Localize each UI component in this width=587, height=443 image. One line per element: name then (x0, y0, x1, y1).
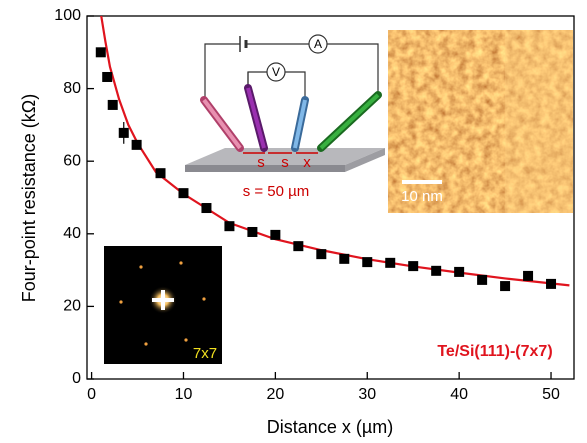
data-point (224, 221, 234, 231)
fft-label: 7x7 (193, 345, 217, 362)
spacing-label: s (257, 154, 265, 171)
data-point (119, 128, 129, 138)
x-tick-label: 10 (175, 386, 193, 403)
data-point (132, 140, 142, 150)
voltmeter-label: V (272, 65, 280, 79)
y-tick-label: 100 (54, 7, 81, 24)
schematic-caption: s = 50 µm (243, 183, 310, 200)
chart: Distance x (µm) Four-point resistance (k… (0, 0, 587, 443)
data-point (293, 241, 303, 251)
data-point (316, 249, 326, 259)
data-point (362, 257, 372, 267)
spacing-label: s (281, 154, 289, 171)
distance-label: x (303, 154, 311, 171)
data-point (408, 261, 418, 271)
data-point (546, 279, 556, 289)
x-tick-label: 40 (450, 386, 468, 403)
data-point (96, 47, 106, 57)
ammeter-label: A (314, 37, 322, 51)
data-point (477, 275, 487, 285)
y-tick-label: 20 (63, 298, 81, 315)
y-tick-label: 40 (63, 225, 81, 242)
stm-image (388, 30, 573, 213)
x-axis-label: Distance x (µm) (267, 417, 393, 437)
data-point (247, 227, 257, 237)
x-tick-label: 20 (266, 386, 284, 403)
data-point (454, 267, 464, 277)
y-tick-label: 0 (72, 370, 81, 387)
schematic-inset (185, 35, 385, 172)
data-point (339, 254, 349, 264)
y-tick-label: 60 (63, 152, 81, 169)
y-axis-label: Four-point resistance (kΩ) (19, 94, 39, 303)
data-point (156, 168, 166, 178)
data-point (270, 230, 280, 240)
sample-label: Te/Si(111)-(7x7) (437, 343, 552, 360)
data-point (201, 203, 211, 213)
data-point (431, 266, 441, 276)
data-point (178, 188, 188, 198)
y-tick-label: 80 (63, 80, 81, 97)
data-point (500, 281, 510, 291)
data-point (523, 271, 533, 281)
scale-bar-label: 10 nm (401, 188, 443, 205)
x-tick-label: 50 (542, 386, 560, 403)
x-tick-label: 30 (358, 386, 376, 403)
data-point (108, 100, 118, 110)
x-tick-label: 0 (87, 386, 96, 403)
data-point (102, 72, 112, 82)
data-point (385, 258, 395, 268)
